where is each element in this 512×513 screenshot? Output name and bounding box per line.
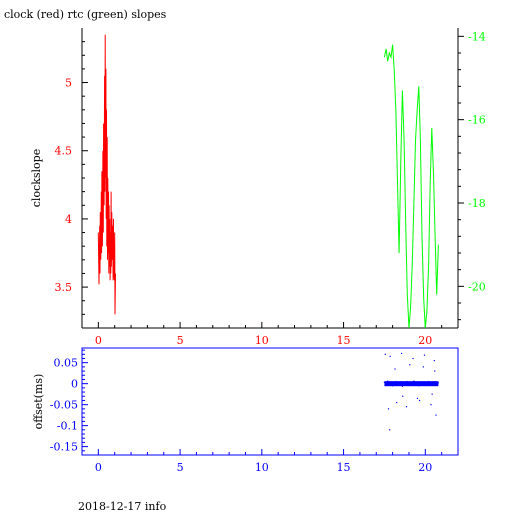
y-tick-label: -0.1 xyxy=(57,420,78,433)
offset-point xyxy=(432,383,435,385)
y2-tick-label: -14 xyxy=(468,30,486,43)
offset-band xyxy=(384,381,439,387)
offset-point xyxy=(383,381,386,384)
offset-point xyxy=(412,357,414,360)
x-tick-label: 15 xyxy=(337,334,351,347)
y2-tick-label: -16 xyxy=(468,114,486,127)
footer-date: 2018-12-17 info xyxy=(78,500,167,513)
offset-point xyxy=(405,406,408,408)
offset-point xyxy=(400,381,402,383)
offset-chart: 0 5 10 15 20 0.05 0 -0.05 -0.1 -0.15 offset(ms) xyxy=(32,347,459,474)
y-tick-label: 0 xyxy=(71,378,78,391)
x-tick-label: 10 xyxy=(255,334,269,347)
offset-point xyxy=(424,382,426,384)
y-axis-label: clockslope xyxy=(30,149,43,207)
y-tick-label: -0.15 xyxy=(50,441,78,454)
offset-point xyxy=(387,408,390,410)
y-tick-label: 0.05 xyxy=(54,357,79,370)
offset-point xyxy=(389,355,391,357)
y-tick-label: -0.05 xyxy=(50,399,78,412)
y-tick-label: 4 xyxy=(65,213,72,226)
offset-point xyxy=(409,364,411,366)
offset-point xyxy=(419,382,421,384)
offset-point xyxy=(401,385,404,387)
offset-point xyxy=(423,354,426,356)
offset-point xyxy=(431,381,433,384)
y-tick-label: 5 xyxy=(65,77,72,90)
offset-point xyxy=(398,382,400,384)
x-tick-label: 10 xyxy=(255,461,269,474)
clock-slope-line xyxy=(97,34,116,315)
offset-point xyxy=(385,384,387,386)
y-tick-label: 4.5 xyxy=(55,145,73,158)
offset-point xyxy=(394,368,396,370)
offset-point xyxy=(416,381,418,384)
offset-point xyxy=(418,385,420,387)
chart-title: clock (red) rtc (green) slopes xyxy=(4,8,167,21)
offset-point xyxy=(411,384,413,386)
offset-point xyxy=(416,397,419,399)
offset-point xyxy=(418,399,421,402)
offset-point xyxy=(396,401,398,404)
offset-point xyxy=(387,380,389,382)
offset-frame xyxy=(81,347,459,456)
offset-point xyxy=(403,381,405,384)
y2-tick-label: -20 xyxy=(468,280,486,293)
offset-point xyxy=(437,382,439,384)
offset-point xyxy=(422,366,424,368)
offset-point xyxy=(406,380,408,383)
offset-point xyxy=(396,384,399,386)
x-tick-label: 20 xyxy=(418,461,432,474)
offset-point xyxy=(427,380,430,383)
x-tick-label: 5 xyxy=(177,461,184,474)
offset-point xyxy=(421,381,423,383)
offset-point xyxy=(384,353,386,355)
slopes-chart: 0 5 10 15 20 3.5 4 4.5 5 -14 -16 -18 -20 clockslope xyxy=(30,28,486,347)
offset-point xyxy=(409,382,412,384)
offset-point xyxy=(430,404,432,406)
offset-point xyxy=(433,359,435,362)
offset-point xyxy=(393,382,395,384)
offset-point xyxy=(423,384,425,386)
offset-point xyxy=(389,429,391,431)
offset-point xyxy=(414,383,417,385)
offset-point xyxy=(395,380,397,383)
offset-point xyxy=(431,393,433,395)
y-axis-label: offset(ms) xyxy=(32,374,45,430)
offset-point xyxy=(405,383,407,386)
rtc-slope-line xyxy=(383,44,439,329)
offset-point xyxy=(390,381,392,383)
x-tick-label: 0 xyxy=(95,461,102,474)
offset-point xyxy=(402,395,404,397)
offset-point xyxy=(413,380,415,382)
x-tick-label: 20 xyxy=(418,334,432,347)
offset-point xyxy=(435,414,437,416)
offset-point xyxy=(392,385,394,387)
x-tick-label: 5 xyxy=(177,334,184,347)
x-tick-label: 0 xyxy=(95,334,102,347)
offset-point xyxy=(434,370,436,372)
offset-point xyxy=(401,352,403,355)
x-tick-label: 15 xyxy=(337,461,351,474)
y2-tick-label: -18 xyxy=(468,197,486,210)
offset-point xyxy=(426,384,428,386)
offset-point xyxy=(436,384,438,386)
y-tick-label: 3.5 xyxy=(55,281,73,294)
offset-point xyxy=(388,383,390,386)
offset-point xyxy=(434,381,436,383)
offset-point xyxy=(408,384,410,386)
offset-point xyxy=(429,383,431,386)
